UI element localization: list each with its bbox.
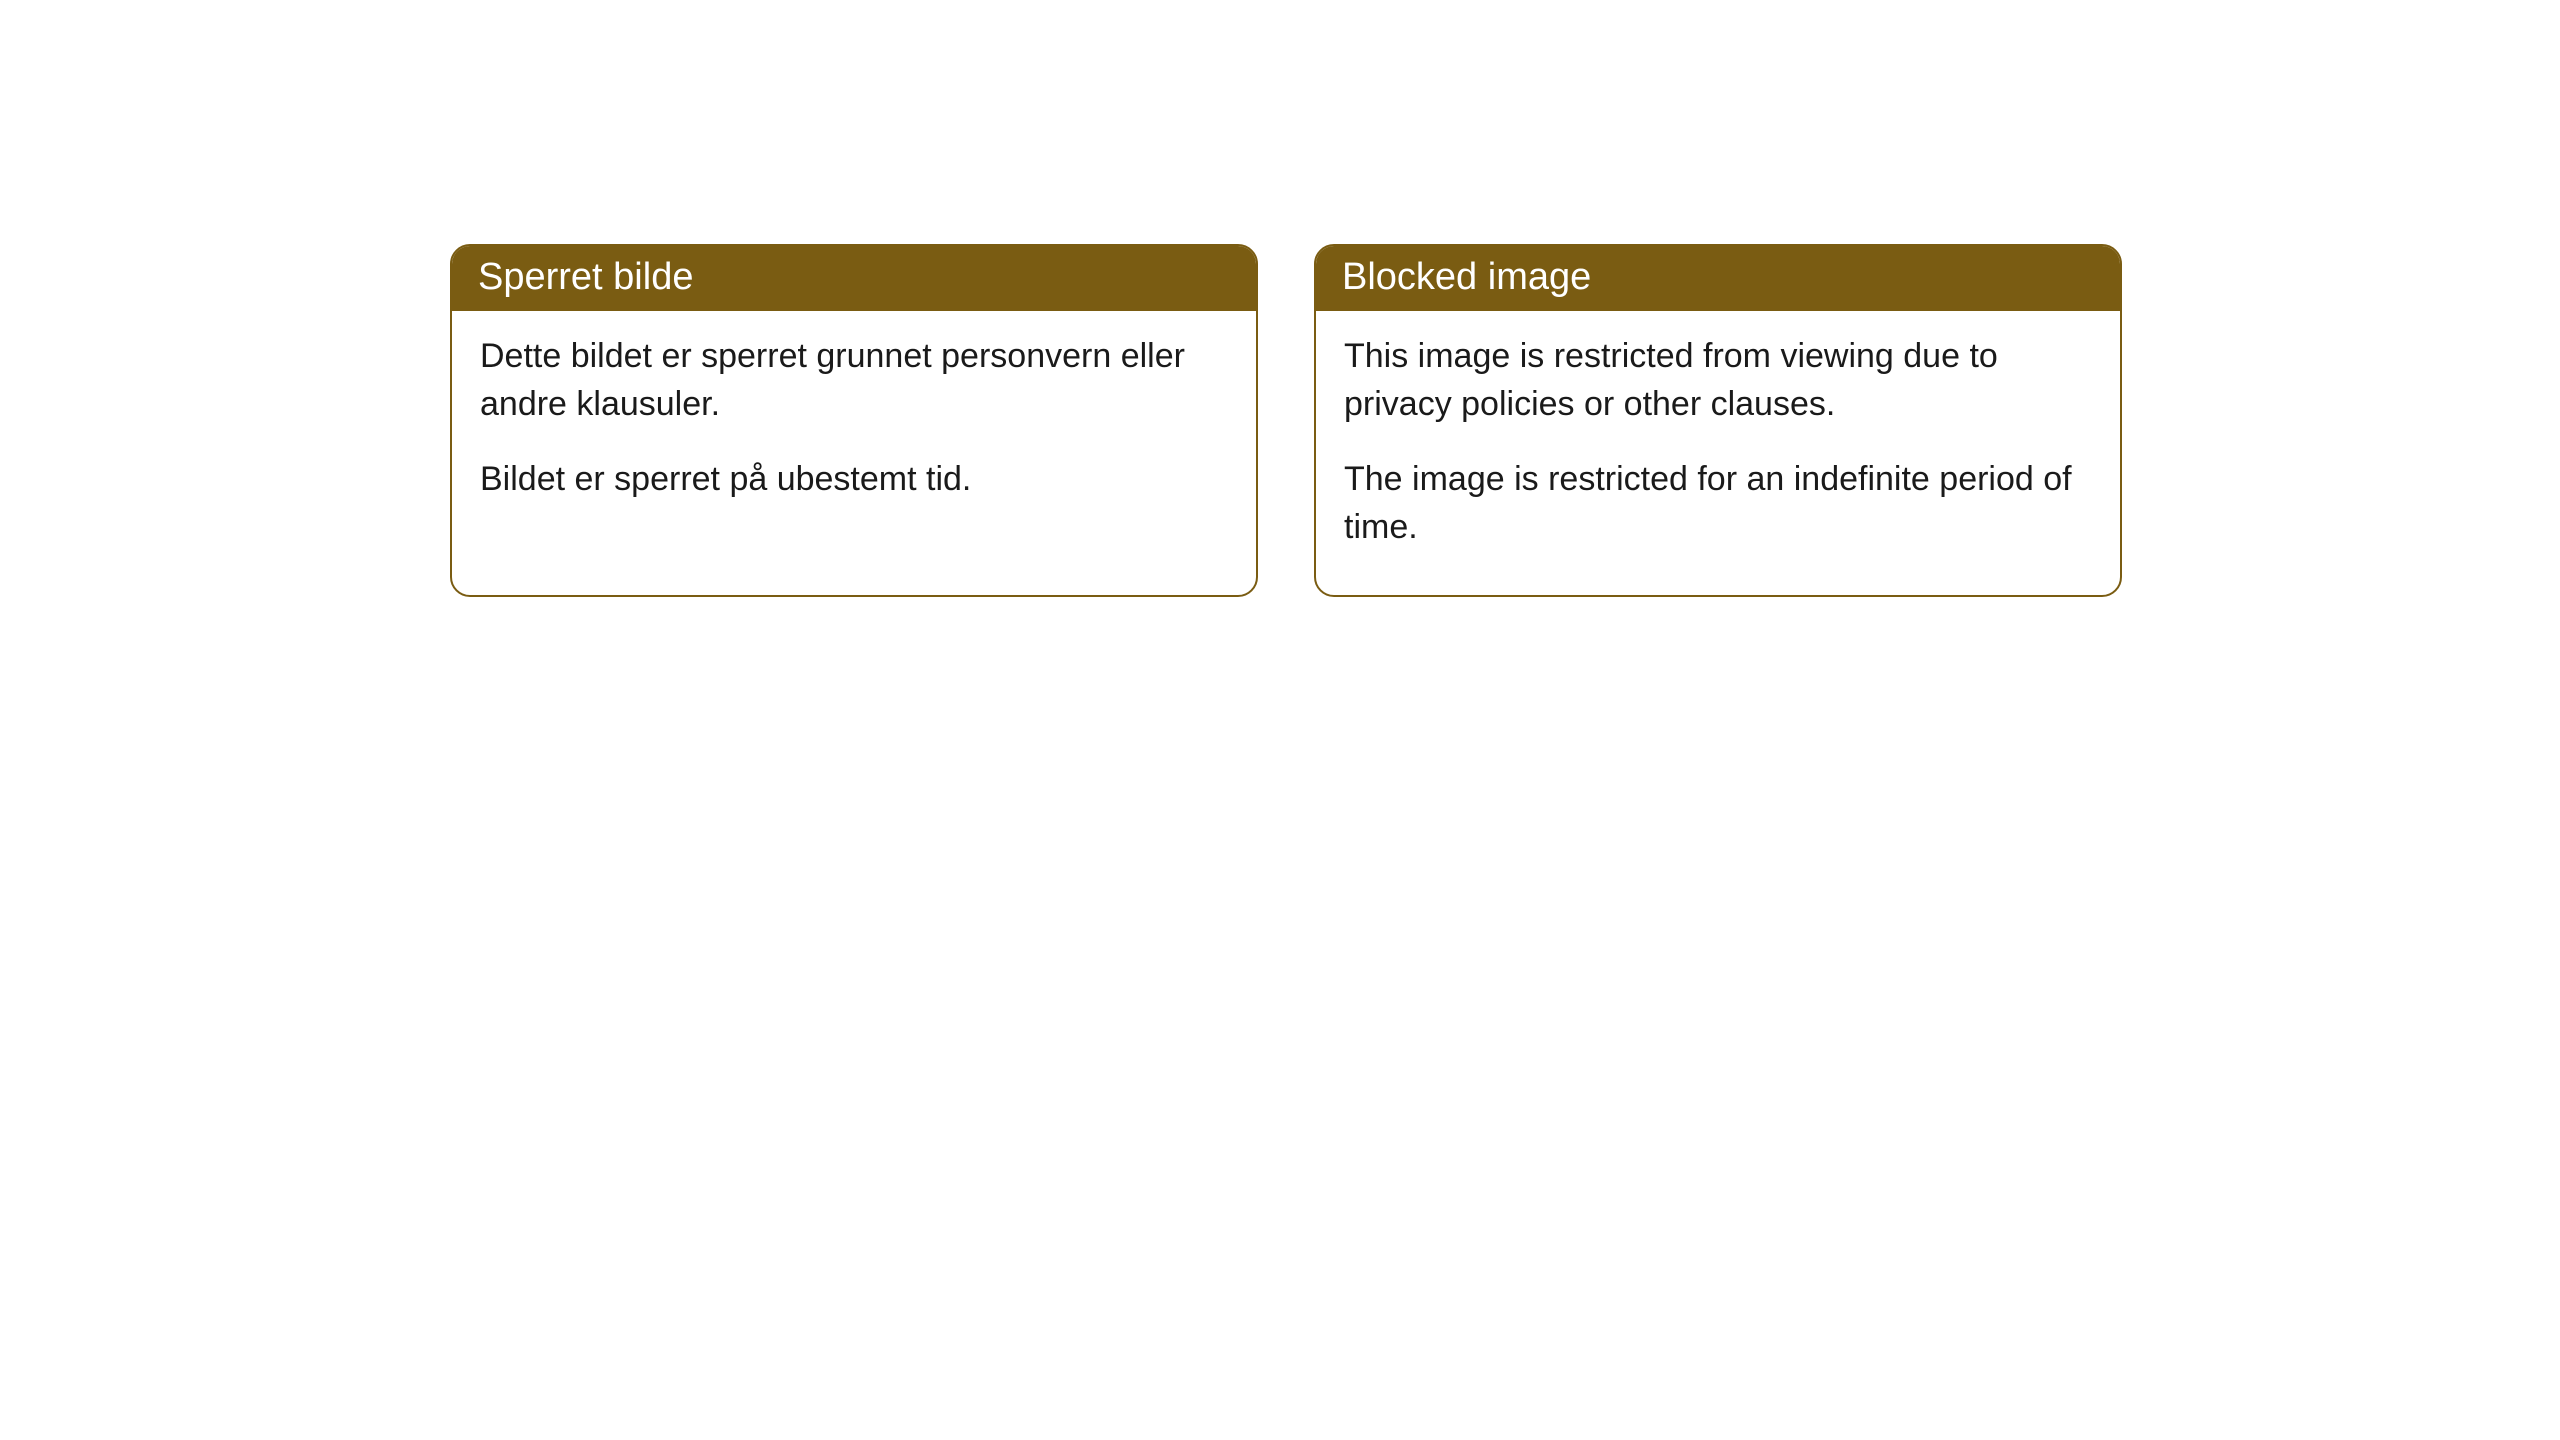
card-paragraph: The image is restricted for an indefinit… [1344,456,2092,551]
card-body: This image is restricted from viewing du… [1316,311,2120,595]
notice-card-norwegian: Sperret bilde Dette bildet er sperret gr… [450,244,1258,597]
card-paragraph: Bildet er sperret på ubestemt tid. [480,456,1228,504]
card-title: Sperret bilde [452,246,1256,311]
notice-container: Sperret bilde Dette bildet er sperret gr… [0,0,2560,597]
card-body: Dette bildet er sperret grunnet personve… [452,311,1256,548]
card-paragraph: This image is restricted from viewing du… [1344,333,2092,428]
card-title: Blocked image [1316,246,2120,311]
card-paragraph: Dette bildet er sperret grunnet personve… [480,333,1228,428]
notice-card-english: Blocked image This image is restricted f… [1314,244,2122,597]
